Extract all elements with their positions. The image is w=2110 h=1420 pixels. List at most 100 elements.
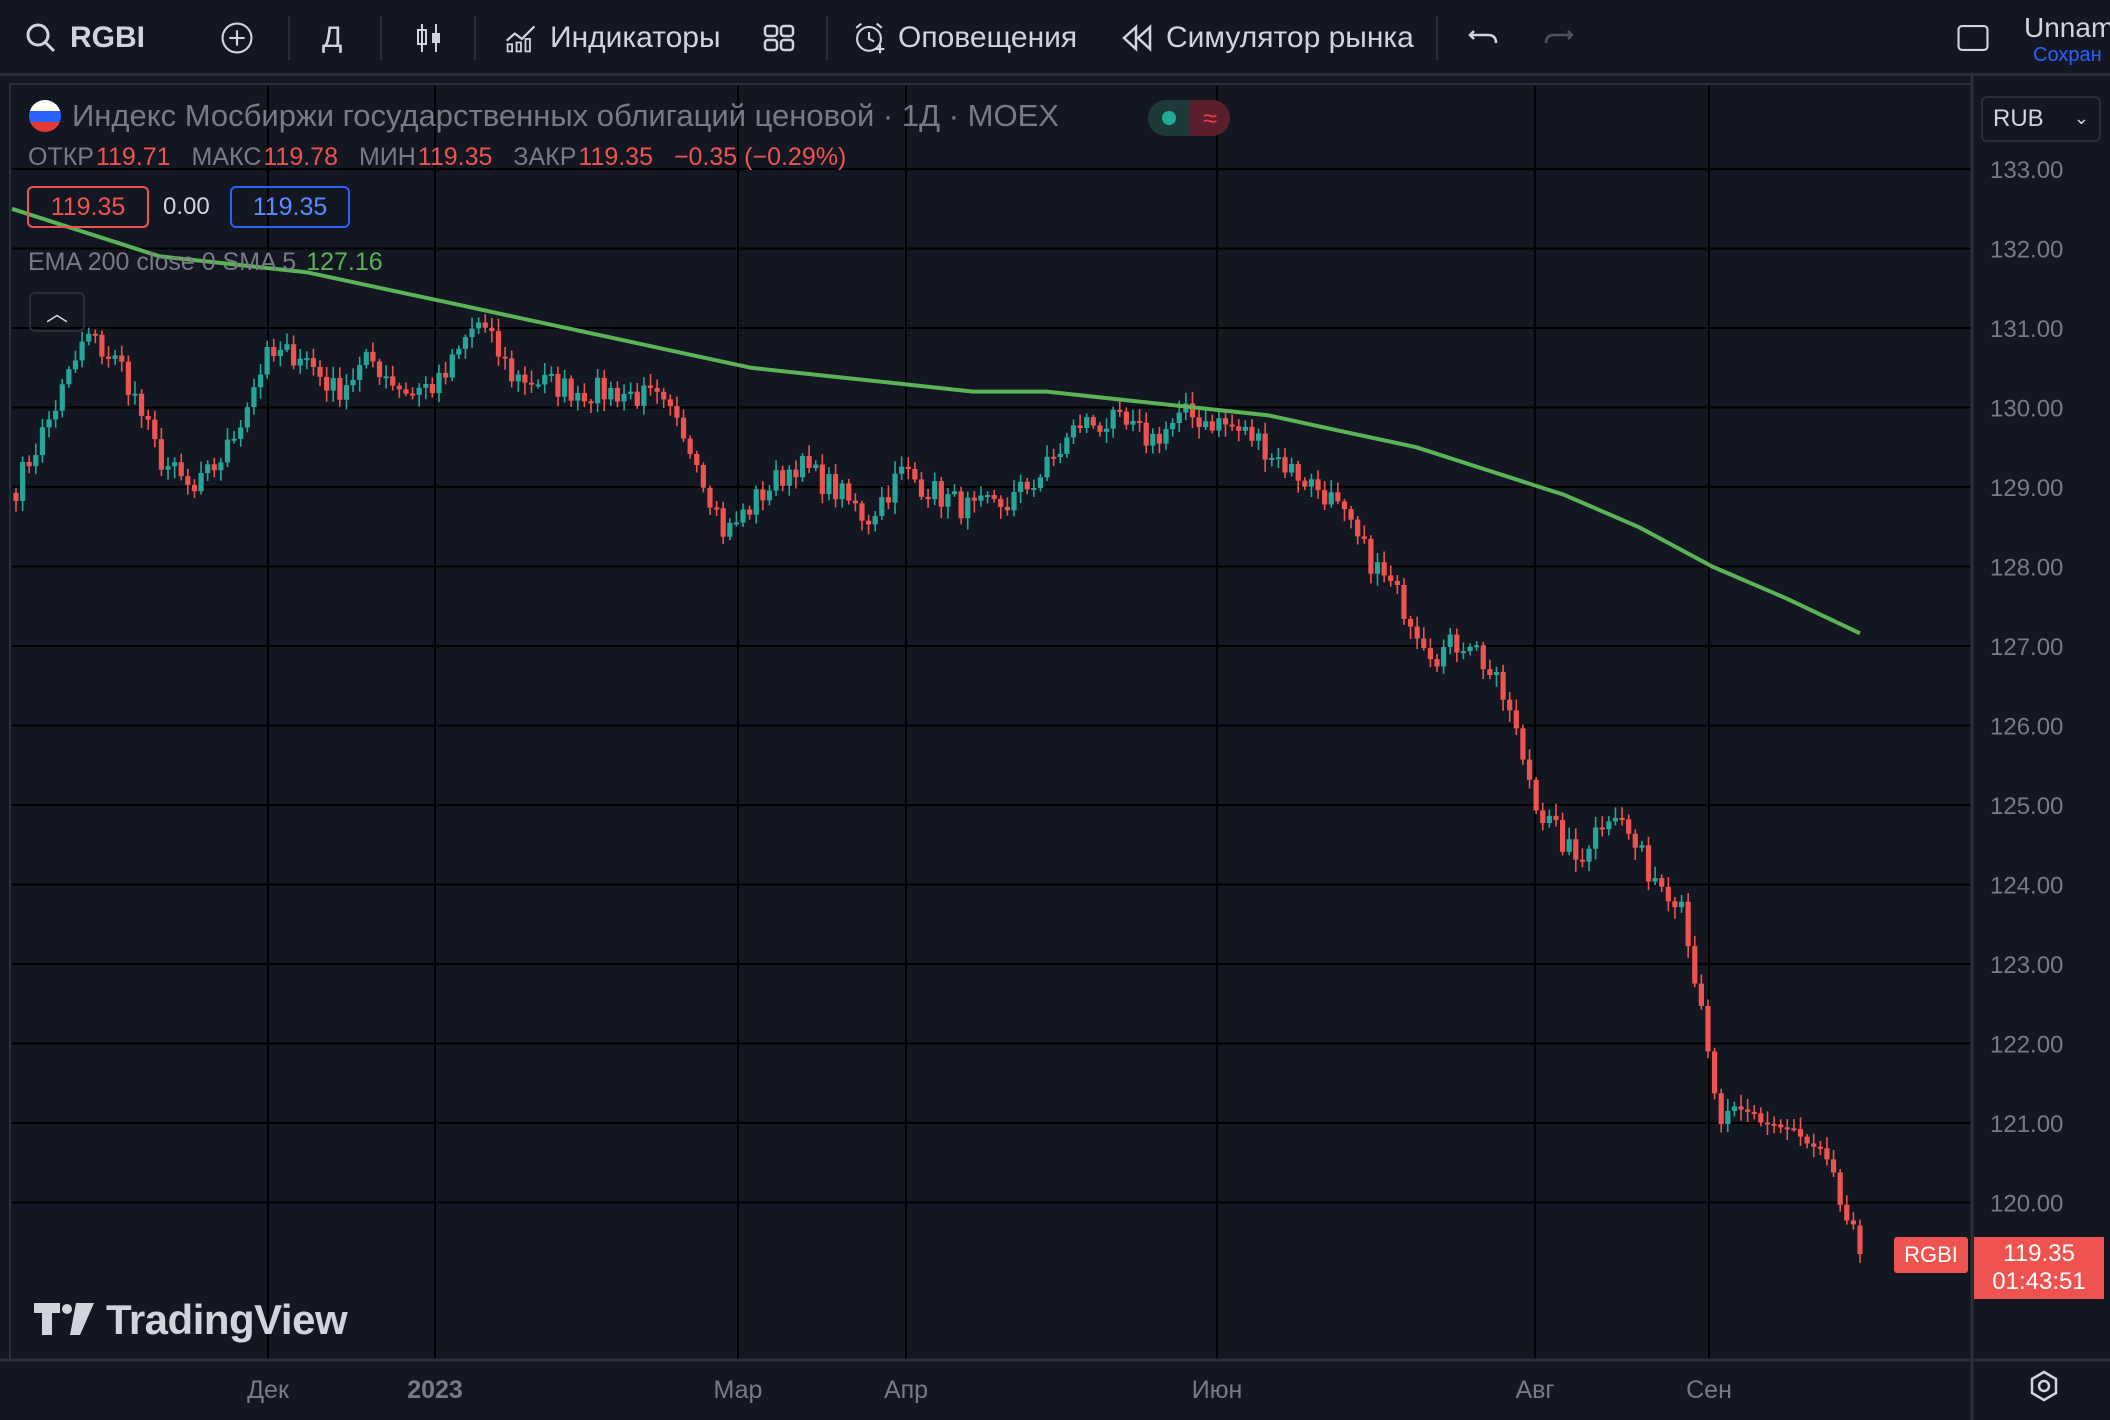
interval-button[interactable]: Д [322, 0, 342, 76]
close-key: ЗАКР [513, 143, 577, 171]
last-price-value: 119.35 [2003, 1240, 2075, 1267]
candle-body [1348, 509, 1354, 520]
candle-body [138, 393, 145, 416]
candle-body [1150, 433, 1156, 446]
candle-body [1797, 1129, 1804, 1137]
bid-price-button[interactable]: 119.35 [27, 186, 149, 228]
fullscreen-button[interactable] [1956, 0, 1990, 76]
rewind-icon [1122, 24, 1152, 52]
layouts-button[interactable] [762, 0, 796, 76]
candle-body [310, 358, 317, 367]
candle-body [53, 410, 59, 420]
candle-body [423, 384, 429, 388]
candle-body [813, 464, 819, 469]
candle-body [1487, 669, 1493, 676]
chart-type-button[interactable] [412, 0, 446, 76]
candle-body [918, 479, 925, 497]
tradingview-logo[interactable]: TradingView [34, 1296, 348, 1344]
candle-body [277, 349, 283, 357]
candle-body [13, 492, 19, 501]
candle-body [965, 497, 971, 519]
candle-body [403, 389, 409, 394]
candle-body [1394, 580, 1400, 585]
candle-body [1236, 426, 1242, 431]
indicator-legend[interactable]: EMA 200 close 0 SMA 5 127.16 [28, 248, 383, 277]
save-link[interactable]: Сохран [2033, 44, 2102, 66]
candle-body [991, 495, 997, 499]
low-key: МИН [358, 143, 416, 171]
compare-button[interactable] [220, 0, 254, 76]
candle-body [244, 407, 250, 428]
candle-body [1573, 839, 1579, 860]
candle-body [879, 497, 885, 516]
candle-body [548, 373, 554, 376]
market-status-badge[interactable]: ≈ [1148, 100, 1230, 136]
candle-body [1553, 815, 1559, 821]
open-key: ОТКР [28, 143, 94, 171]
interval-label: Д [322, 21, 343, 54]
candle-body [1738, 1106, 1744, 1110]
candle-body [1229, 424, 1235, 427]
indicators-label: Индикаторы [550, 21, 721, 54]
candle-body [1176, 412, 1182, 424]
candle-body [1077, 425, 1083, 428]
alarm-clock-icon [855, 22, 885, 54]
symbol-search-button[interactable]: RGBI [24, 0, 145, 76]
candle-body [839, 483, 845, 500]
indicators-button[interactable]: Индикаторы [504, 0, 721, 76]
candle-body [713, 507, 720, 510]
market-open-dot [1162, 111, 1176, 125]
candle-body [1090, 417, 1096, 426]
chart-pane[interactable]: 133.00 132.00 131.00 130.00 129.00 128.00 127.… [0, 76, 2110, 1420]
candle-body [205, 464, 211, 474]
candle-body [1051, 456, 1057, 459]
candle-body [984, 495, 991, 498]
price-chart[interactable]: 133.00 132.00 131.00 130.00 129.00 128.00 127.… [0, 76, 2110, 1420]
candle-body [1117, 409, 1123, 412]
candle-body [125, 361, 131, 395]
candle-body [522, 374, 528, 383]
candle-body [1764, 1122, 1771, 1125]
candle-body [1064, 437, 1070, 454]
candle-body [720, 508, 726, 537]
candle-body [1374, 562, 1381, 574]
candle-body [264, 346, 270, 375]
candle-body [766, 490, 773, 501]
candle-body [1057, 453, 1063, 457]
candle-body [390, 376, 396, 386]
candle-body [628, 391, 634, 394]
candle-body [376, 361, 383, 378]
redo-button[interactable] [1542, 0, 1576, 76]
candle-body [1599, 827, 1605, 830]
candle-body [86, 333, 92, 342]
replay-button[interactable]: Симулятор рынка [1120, 0, 1414, 76]
candle-body [1203, 421, 1209, 428]
settings-icon[interactable] [2028, 1370, 2060, 1402]
candle-body [667, 399, 673, 407]
y-tick-label: 130.00 [1990, 396, 2063, 423]
candle-body [330, 378, 336, 391]
candle-body [337, 378, 343, 400]
indicators-icon [505, 25, 536, 53]
currency-select[interactable]: RUB ⌄ [1981, 96, 2101, 142]
candle-body [1460, 651, 1467, 654]
alerts-button[interactable]: Оповещения [852, 0, 1077, 76]
candle-body [1678, 901, 1685, 908]
candle-body [1731, 1106, 1738, 1111]
candle-body [1011, 492, 1017, 511]
candle-body [1434, 659, 1440, 667]
undo-button[interactable] [1466, 0, 1500, 76]
candle-body [866, 520, 872, 525]
candle-body [1586, 848, 1592, 862]
ask-price-button[interactable]: 119.35 [230, 186, 350, 228]
candle-body [26, 461, 32, 467]
candle-body [145, 415, 151, 420]
layout-name[interactable]: Unnam [2024, 12, 2110, 43]
candle-body [799, 455, 806, 478]
candle-body [1500, 671, 1506, 700]
collapse-legend-button[interactable]: ︿ [29, 292, 85, 332]
candle-body [72, 360, 79, 370]
candle-body [297, 358, 303, 366]
ohlc-row: ОТКР119.71 МАКС119.78 МИН119.35 ЗАКР119.… [28, 143, 860, 172]
candle-body [1222, 418, 1229, 425]
